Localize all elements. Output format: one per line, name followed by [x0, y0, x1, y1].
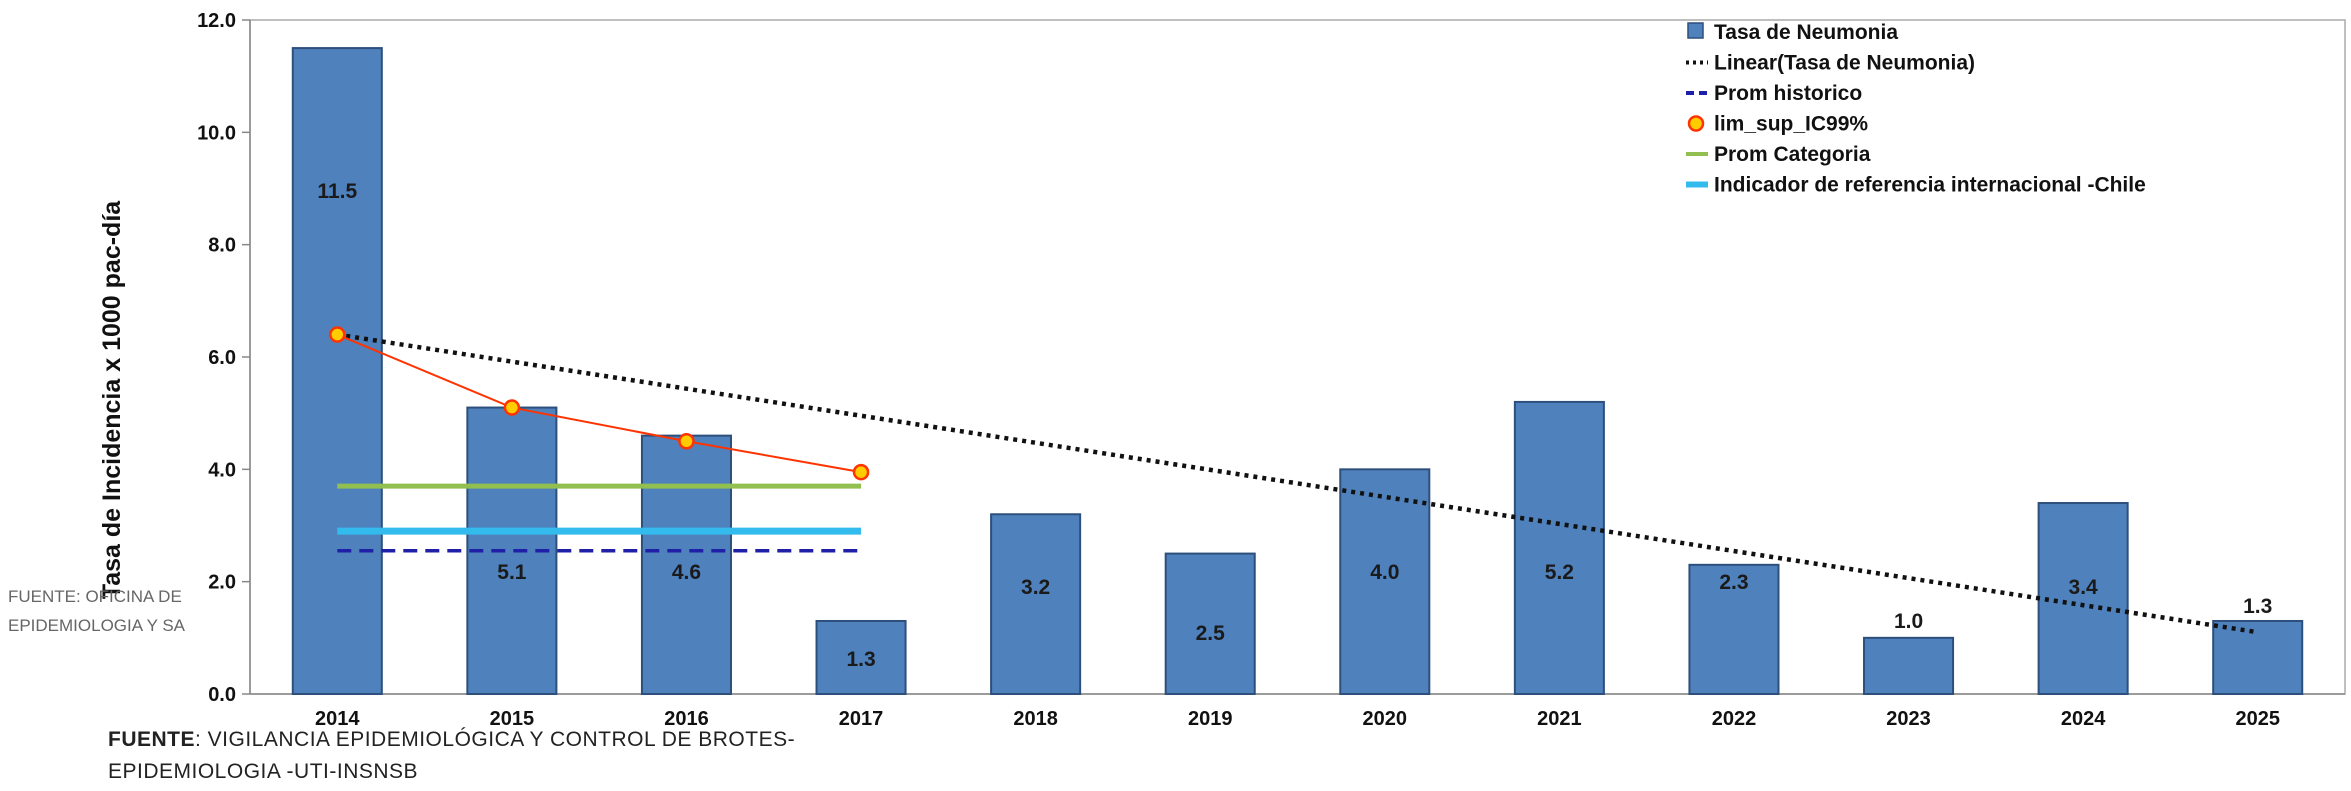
marker-lim-sup: [503, 399, 521, 416]
y-tick-label: 10.0: [197, 122, 236, 144]
bar-data-label: 1.0: [1894, 610, 1923, 633]
x-tick-label: 2023: [1886, 708, 1931, 730]
y-tick-label: 4.0: [208, 459, 236, 481]
x-tick-label: 2024: [2061, 708, 2106, 730]
x-tick-label: 2022: [1712, 708, 1757, 730]
x-tick-label: 2018: [1013, 708, 1058, 730]
legend-label-2: Linear(Tasa de Neumonia): [1714, 52, 1975, 75]
bar-data-label: 4.0: [1370, 561, 1399, 584]
bar-data-label: 5.2: [1545, 561, 1574, 584]
y-tick-label: 2.0: [208, 572, 236, 594]
bar: [990, 513, 1082, 695]
x-tick-label: 2019: [1188, 708, 1233, 730]
bar: [1688, 563, 1780, 695]
source-line-2: EPIDEMIOLOGIA -UTI-INSNSB: [108, 760, 419, 783]
bar: [1339, 468, 1431, 696]
x-axis: 2014 2015 2016 2017 2018 2019 2020 2021 2022 2023…: [250, 693, 2345, 730]
source-text: : VIGILANCIA EPIDEMIOLÓGICA Y CONTROL DE…: [195, 728, 796, 751]
bar-data-label: 1.3: [2243, 595, 2272, 618]
marker-lim-sup: [678, 433, 695, 450]
bar-data-label: 2.5: [1196, 622, 1226, 645]
bar-data-label: 3.2: [1021, 576, 1050, 599]
x-tick-label: 2021: [1537, 708, 1582, 730]
bar: [2037, 502, 2129, 695]
legend-label-5: Prom Categoria: [1714, 143, 1871, 166]
source-line-1: FUENTE: VIGILANCIA EPIDEMIOLÓGICA Y CONT…: [108, 728, 795, 752]
bar-data-label: 1.3: [846, 648, 875, 671]
bar-data-label: 2.3: [1719, 571, 1748, 594]
y-tick-label: 6.0: [208, 347, 236, 369]
x-tick-label: 2025: [2235, 708, 2280, 730]
x-tick-label: 2014: [315, 708, 360, 730]
legend-label-1: Tasa de Neumonia: [1714, 21, 1898, 44]
x-tick-label: 2017: [839, 708, 884, 730]
x-tick-label: 2016: [664, 708, 709, 730]
bar-data-label: 4.6: [672, 561, 701, 584]
line-lim-sup-ic99: [336, 333, 862, 474]
plot-border: [249, 19, 2346, 695]
legend-label-3: Prom historico: [1714, 82, 1862, 105]
legend-label-6: Indicador de referencia internacional -C…: [1714, 174, 2146, 197]
legend: Tasa de Neumonia Linear(Tasa de Neumonia)…: [1686, 21, 2146, 197]
y-tick-label: 0.0: [208, 684, 236, 706]
overlay-note-line-1: FUENTE: OFICINA DE: [8, 587, 182, 606]
overlay-note-line-2: EPIDEMIOLOGIA Y SA: [8, 616, 186, 635]
line-linear-tasa-de-neumonia: [336, 332, 2259, 635]
bar: [1164, 552, 1256, 695]
x-tick-label: 2015: [490, 708, 535, 730]
bar: [1863, 636, 1955, 695]
plot-area: [249, 19, 2346, 695]
y-tick-label: 8.0: [208, 235, 236, 257]
bar: [640, 434, 732, 695]
y-axis: 0.0 2.0 4.0 6.0 8.0 10.0 12.0: [197, 10, 251, 706]
marker-lim-sup: [329, 326, 346, 343]
bar: [291, 47, 383, 696]
source-label: FUENTE: [108, 728, 195, 751]
bar: [1513, 400, 1605, 695]
marker-lim-sup: [852, 463, 870, 481]
bar-data-label: 3.4: [2069, 576, 2099, 599]
bar: [2212, 619, 2304, 696]
x-tick-label: 2020: [1363, 708, 1408, 730]
line-series: [329, 326, 2259, 635]
y-axis-label: Tasa de Incidencia x 1000 pac-día: [98, 200, 126, 599]
legend-symbol-4: [1687, 115, 1705, 132]
bar-series: [291, 47, 2304, 696]
legend-label-4: lim_sup_IC99%: [1714, 113, 1868, 136]
bar: [815, 619, 907, 696]
bar-data-label: 5.1: [497, 561, 527, 584]
legend-symbol-1: [1687, 22, 1704, 39]
bar-data-labels: 11.5 5.1 4.6 1.3 3.2 2.5 4.0 5.2 2.3 1.0 3.4 1.3: [317, 180, 2272, 671]
bar-data-label: 11.5: [317, 180, 357, 203]
y-tick-label: 12.0: [197, 10, 236, 32]
